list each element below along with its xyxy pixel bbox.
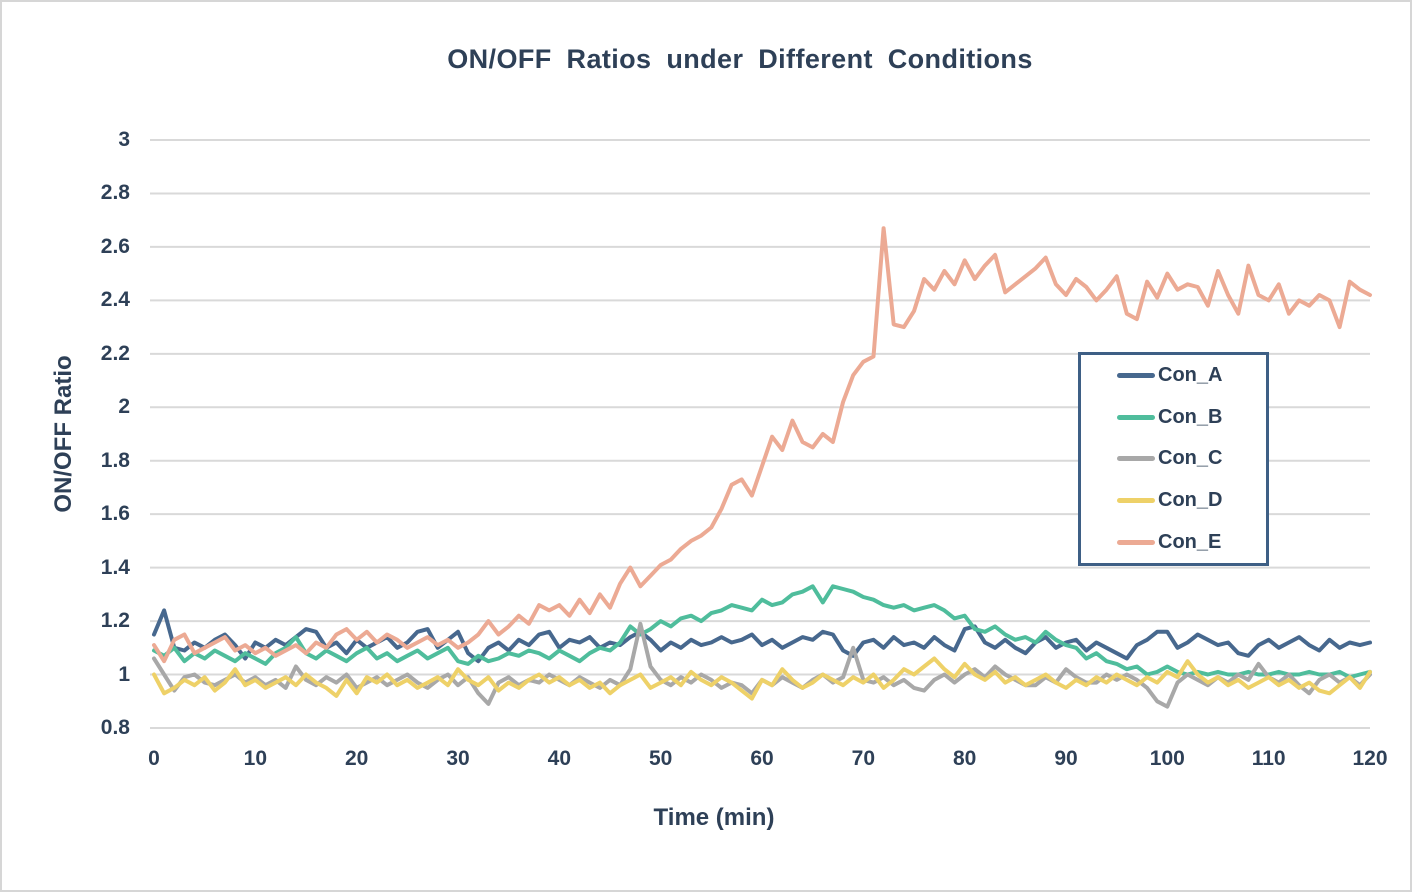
legend-label: Con_E <box>1158 530 1222 553</box>
series-line-con_b <box>152 584 1372 680</box>
x-tick-label: 90 <box>1054 747 1078 770</box>
y-tick-label: 2 <box>118 395 130 419</box>
series-line-con_e <box>152 226 1372 664</box>
legend-item-con_b: Con_B <box>1117 406 1266 429</box>
chart-title: ON/OFF Ratios under Different Conditions <box>447 44 1033 74</box>
legend-line-swatch <box>1117 539 1155 545</box>
x-tick-label: 70 <box>851 747 875 770</box>
y-tick-label: 1.8 <box>100 448 130 472</box>
legend-line-swatch <box>1117 373 1155 379</box>
legend-item-con_d: Con_D <box>1117 489 1266 512</box>
y-axis-title: ON/OFF Ratio <box>50 355 77 513</box>
x-tick-label: 50 <box>648 747 673 770</box>
x-tick-label: 0 <box>148 747 160 770</box>
legend-item-con_c: Con_C <box>1117 447 1266 470</box>
y-tick-label: 1 <box>118 662 130 686</box>
series-line-con_d <box>152 656 1372 701</box>
legend-label: Con_C <box>1158 447 1223 470</box>
y-tick-label: 1.4 <box>100 555 130 579</box>
legend-label: Con_A <box>1158 364 1223 387</box>
y-tick-label: 1.6 <box>100 502 130 526</box>
x-tick-label: 40 <box>547 747 571 770</box>
x-tick-label: 80 <box>952 747 977 770</box>
x-tick-label: 60 <box>750 747 774 770</box>
legend-line-swatch <box>1117 414 1155 420</box>
legend-line-swatch <box>1117 456 1155 462</box>
y-tick-label: 1.2 <box>100 609 130 633</box>
legend-line-swatch <box>1117 498 1155 504</box>
y-tick-label: 0.8 <box>100 716 130 739</box>
x-tick-label: 30 <box>446 747 470 770</box>
legend-item-con_a: Con_A <box>1117 364 1266 387</box>
x-tick-label: 120 <box>1352 747 1388 770</box>
y-tick-label: 2.6 <box>100 234 130 258</box>
x-axis-title: Time (min) <box>653 804 775 831</box>
x-tick-label: 110 <box>1251 747 1286 770</box>
y-tick-label: 3 <box>118 128 130 151</box>
x-tick-label: 100 <box>1149 747 1185 770</box>
y-tick-label: 2.2 <box>100 341 130 365</box>
y-tick-label: 2.8 <box>100 181 130 205</box>
legend: Con_A Con_B Con_C Con_D Con_E <box>1078 352 1269 566</box>
legend-label: Con_D <box>1158 489 1223 512</box>
x-tick-label: 10 <box>243 747 267 770</box>
x-tick-label: 20 <box>344 747 369 770</box>
legend-item-con_e: Con_E <box>1117 531 1266 554</box>
y-tick-label: 2.4 <box>100 288 130 312</box>
legend-label: Con_B <box>1158 405 1223 428</box>
